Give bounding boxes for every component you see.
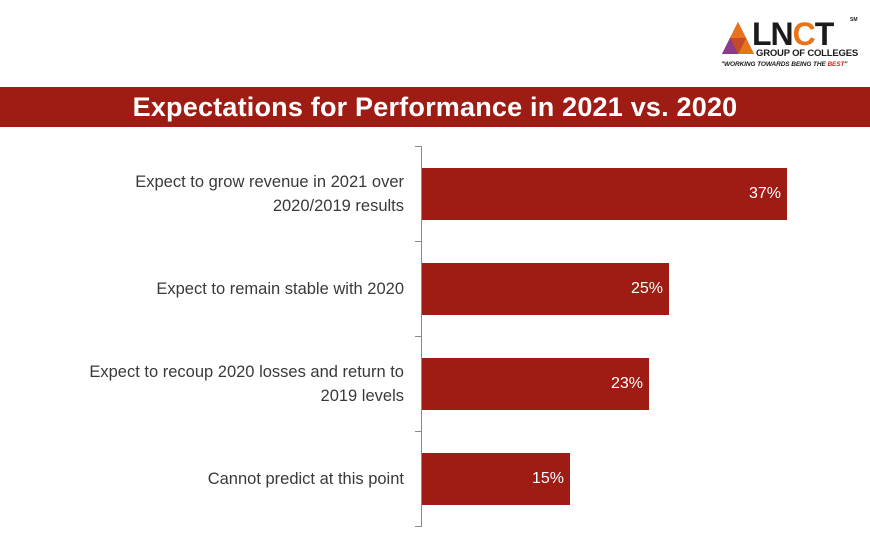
bar-data-label: 25% [630,280,663,297]
category-label-line: 2020/2019 results [272,197,404,215]
category-label: Cannot predict at this point [44,467,404,491]
logo-triangle-icon [722,22,754,54]
category-label-line: Expect to recoup 2020 losses and return … [89,363,404,381]
category-label-line: 2019 levels [320,387,404,405]
logo-service-mark: SM [850,17,858,23]
category-label: Expect to grow revenue in 2021 over 2020/… [44,170,404,218]
category-label-line: Expect to grow revenue in 2021 over [135,173,404,191]
bar [422,453,570,505]
category-label-line: Cannot predict at this point [207,470,404,488]
axis-tick [415,526,422,527]
bar [422,358,649,410]
axis-tick [415,431,422,432]
logo-subtitle: GROUP OF COLLEGES [756,48,858,59]
category-label-line: Expect to remain stable with 2020 [156,280,404,298]
axis-tick [415,241,422,242]
category-label: Expect to remain stable with 2020 [44,277,404,301]
title-band: Expectations for Performance in 2021 vs.… [0,87,870,127]
bar-data-label: 15% [531,470,564,487]
category-label: Expect to recoup 2020 losses and return … [44,360,404,408]
logo-wordmark: LNCT [752,16,834,52]
bar [422,168,787,220]
chart-title: Expectations for Performance in 2021 vs.… [132,91,738,122]
logo-tagline: "WORKING TOWARDS BEING THE BEST" [721,61,848,68]
axis-tick [415,336,422,337]
axis-tick [415,146,422,147]
bar-data-label: 23% [610,375,643,392]
bar-data-label: 37% [748,185,781,202]
lnct-logo: LNCT SM GROUP OF COLLEGES "WORKING TOWAR… [720,16,862,70]
bar [422,263,669,315]
